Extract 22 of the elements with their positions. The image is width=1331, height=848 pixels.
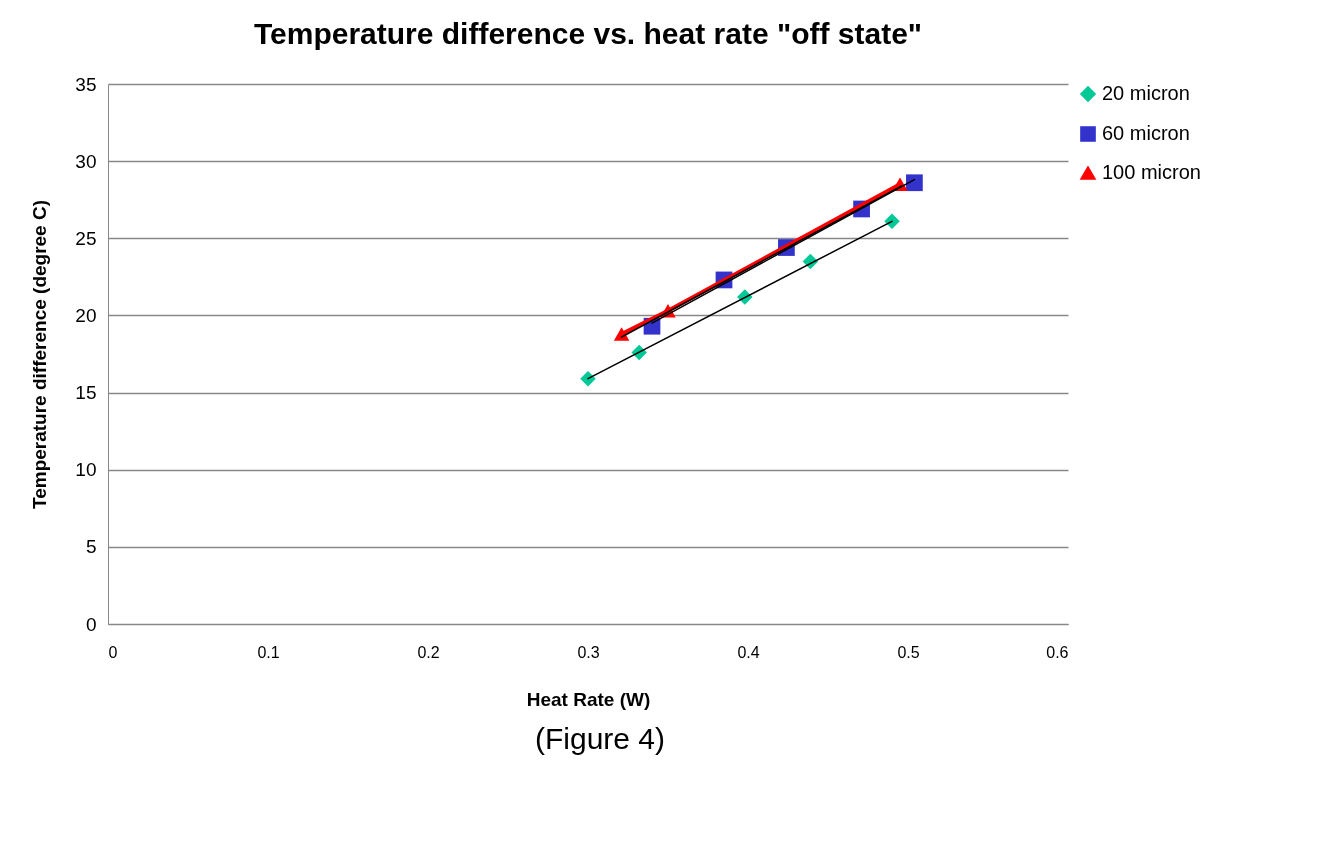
legend-label: 60 micron [1102,122,1190,144]
x-tick-label: 0.4 [737,643,760,661]
y-tick-label: 20 [75,304,97,326]
y-tick-label: 10 [75,459,97,481]
y-tick-label: 0 [85,613,97,635]
y-tick-label: 30 [75,150,97,172]
x-tick-label: 0.1 [257,643,280,661]
chart-title: Temperature difference vs. heat rate "off state" [253,17,923,50]
x-tick-label: 0.5 [897,643,920,661]
legend-label: 100 micron [1102,161,1201,183]
y-tick-label: 25 [75,227,97,249]
y-axis-title: Temperature difference (degree C) [29,199,51,510]
x-tick-label: 0 [108,643,118,661]
x-tick-label: 0.3 [577,643,600,661]
y-tick-label: 15 [75,382,97,404]
legend-label: 20 micron [1102,82,1190,104]
x-axis-title: Heat Rate (W) [526,688,651,710]
x-tick-label: 0.6 [1046,643,1069,661]
x-tick-label: 0.2 [417,643,440,661]
y-tick-label: 35 [75,73,97,95]
text: (Figure 4) [533,722,666,756]
y-tick-label: 5 [85,536,97,558]
